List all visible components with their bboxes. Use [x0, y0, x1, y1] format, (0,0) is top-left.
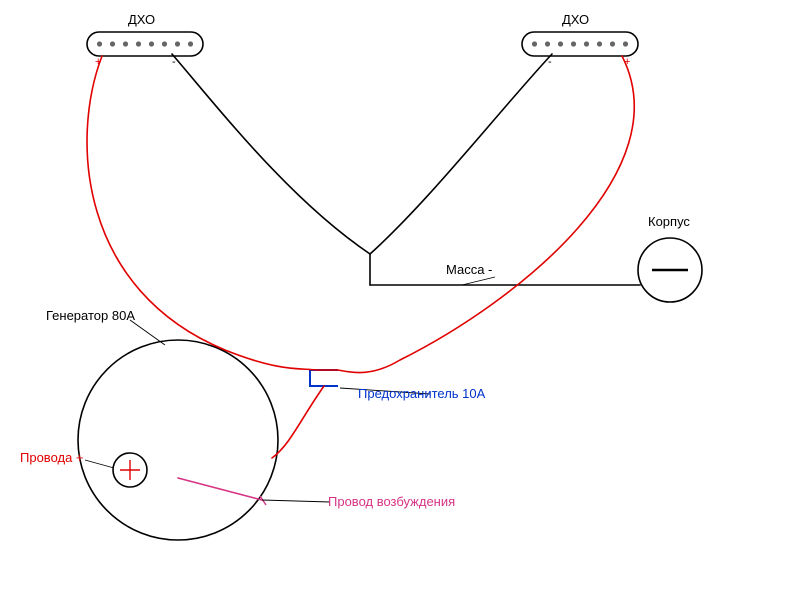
body-label: Корпус: [648, 214, 690, 229]
drl-right-led: [584, 41, 589, 46]
plus-right-label: +: [624, 56, 630, 68]
leader-ground: [462, 277, 495, 285]
wire-plus-to-generator: [272, 386, 324, 458]
minus-left-label: -: [172, 56, 176, 68]
drl-left-led: [162, 41, 167, 46]
drl-right-led: [610, 41, 615, 46]
drl-left-label: ДХО: [128, 12, 155, 27]
drl-left-led: [123, 41, 128, 46]
wires-plus-label: Провода +: [20, 450, 84, 465]
leader-wires_plus: [85, 460, 114, 468]
wire-plus-right: [338, 56, 634, 373]
drl-left-led: [175, 41, 180, 46]
drl-right-label: ДХО: [562, 12, 589, 27]
fuse-label: Предохранитель 10А: [358, 386, 485, 401]
fuse-icon: [310, 370, 338, 386]
wire-excitation: [178, 478, 262, 500]
drl-left-led: [136, 41, 141, 46]
leader-generator: [130, 320, 165, 345]
excitation-label: Провод возбуждения: [328, 494, 455, 509]
plus-left-label: +: [95, 56, 101, 68]
generator-circle: [78, 340, 278, 540]
drl-right-led: [571, 41, 576, 46]
drl-right-led: [623, 41, 628, 46]
drl-right: [522, 32, 638, 56]
drl-left-led: [97, 41, 102, 46]
drl-left-led: [110, 41, 115, 46]
drl-left-led: [188, 41, 193, 46]
drl-left: [87, 32, 203, 56]
drl-right-led: [558, 41, 563, 46]
drl-right-led: [597, 41, 602, 46]
drl-right-led: [532, 41, 537, 46]
ground-label: Масса -: [446, 262, 492, 277]
minus-right-label: -: [548, 56, 552, 68]
generator-label: Генератор 80А: [46, 308, 135, 323]
wiring-diagram: [0, 0, 800, 600]
drl-left-led: [149, 41, 154, 46]
leader-excitation: [262, 500, 330, 502]
drl-right-led: [545, 41, 550, 46]
wire-ground-left: [172, 54, 370, 254]
wire-ground-right: [370, 54, 552, 254]
